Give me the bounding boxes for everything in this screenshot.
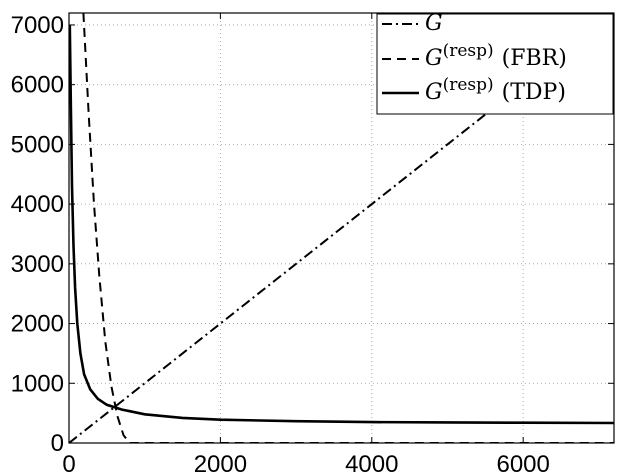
y-tick-label: 1000: [11, 370, 64, 397]
grid-lines: [69, 13, 614, 443]
series-line-2: [69, 24, 614, 425]
axis-tick-labels: 0 2000 4000 6000 0 1000 2000 3000 4000 5000 6000 70…: [11, 12, 550, 475]
y-tick-label: 4000: [11, 191, 64, 218]
legend-entry-g: G: [425, 11, 443, 36]
legend-box: [376, 13, 614, 115]
series-line-0: [69, 13, 614, 443]
y-tick-label: 0: [51, 430, 64, 457]
y-tick-label: 2000: [11, 311, 64, 338]
legend-entry-tdp: G(resp) (TDP): [425, 75, 566, 105]
series-layer: [69, 13, 614, 443]
y-tick-label: 5000: [11, 131, 64, 158]
legend: G G(resp) (FBR) G(resp) (TDP): [376, 11, 614, 115]
x-tick-label: 0: [62, 451, 75, 475]
y-tick-label: 6000: [11, 72, 64, 99]
x-tick-label: 6000: [496, 451, 549, 475]
x-tick-label: 4000: [345, 451, 398, 475]
legend-entry-fbr: G(resp) (FBR): [425, 41, 567, 71]
series-line-1: [82, 13, 614, 443]
y-tick-label: 3000: [11, 251, 64, 278]
y-tick-label: 7000: [11, 12, 64, 39]
x-tick-label: 2000: [194, 451, 247, 475]
plot-frame: [68, 12, 615, 444]
